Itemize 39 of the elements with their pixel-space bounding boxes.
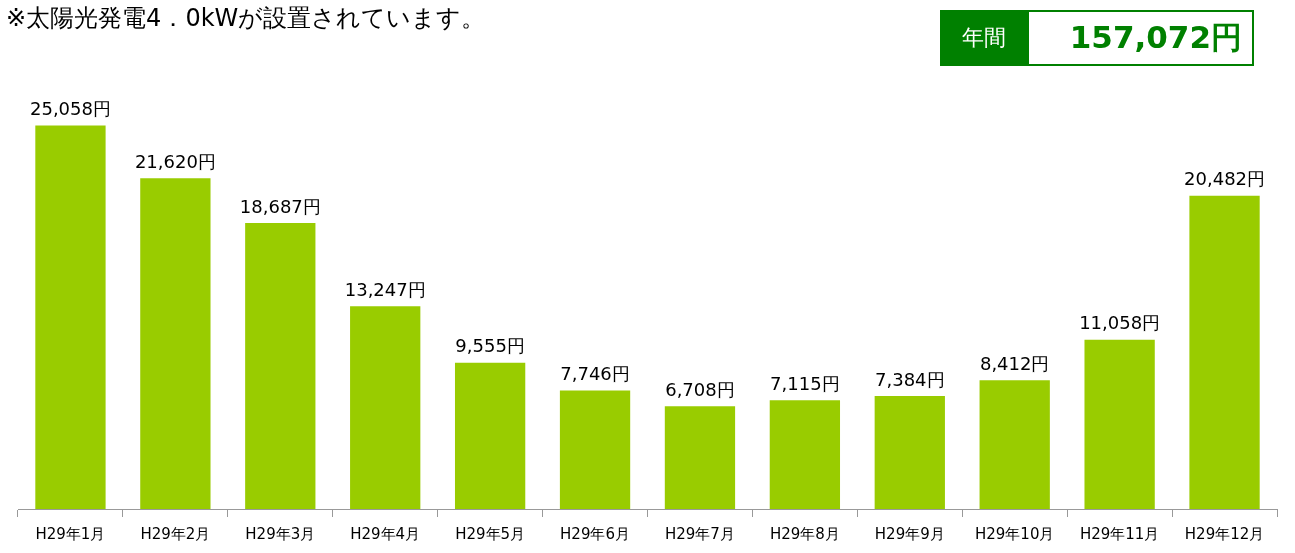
data-label: 7,115円: [770, 372, 840, 394]
data-label: 7,746円: [560, 363, 630, 385]
label-cell: 年間: [940, 10, 1027, 66]
x-tick-label: H29年10月: [974, 524, 1055, 543]
x-tick-label: H29年8月: [769, 524, 840, 543]
x-tick-label: H29年11月: [1079, 524, 1160, 543]
bar: [1189, 195, 1260, 509]
bar: [1084, 339, 1155, 509]
bar: [559, 390, 631, 509]
bar: [874, 396, 945, 509]
data-label: 21,620円: [134, 150, 216, 172]
bar: [454, 362, 526, 509]
data-label: 9,555円: [455, 335, 525, 357]
data-label: 20,482円: [1184, 168, 1266, 190]
x-tick-label: H29年4月: [350, 524, 421, 543]
x-tick-label: H29年1月: [35, 524, 106, 543]
bar: [769, 400, 841, 509]
bar: [35, 125, 106, 509]
x-tick-label: H29年2月: [140, 524, 211, 543]
data-label: 8,412円: [979, 352, 1050, 374]
data-label: 6,708円: [665, 379, 735, 401]
bar: [979, 380, 1050, 509]
data-label: 11,058円: [1079, 312, 1161, 334]
data-label: 7,384円: [875, 368, 945, 390]
bar: [245, 223, 316, 509]
x-tick-label: H29年3月: [245, 524, 316, 543]
x-tick-label: H29年12月: [1184, 524, 1265, 543]
value-cell: 157,072円: [1027, 10, 1254, 66]
data-label: 18,687円: [239, 195, 321, 217]
bar: [350, 306, 421, 509]
x-tick-label: H29年5月: [455, 524, 526, 543]
bar: [664, 406, 736, 509]
x-tick-label: H29年7月: [665, 524, 735, 543]
x-tick-label: H29年6月: [560, 524, 630, 543]
data-label: 25,058円: [29, 98, 111, 120]
data-label: 13,247円: [344, 278, 426, 300]
chart-title: ※太陽光発電4．0kWが設置されています。: [6, 3, 486, 34]
x-tick-label: H29年9月: [874, 524, 945, 543]
bar: [140, 178, 211, 509]
